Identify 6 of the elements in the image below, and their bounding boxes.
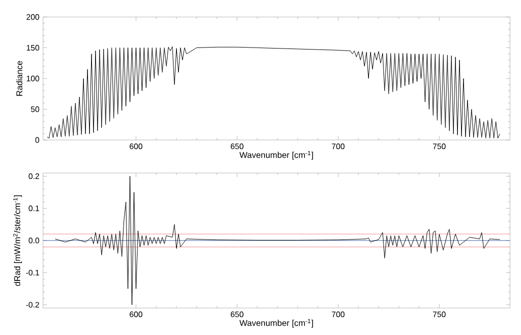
x-axis-title: Wavenumber [cm$^{-1}$] [239, 319, 313, 328]
line-series [54, 176, 500, 306]
line-series [46, 46, 500, 138]
y-axis-title: dRad [mW/m$^{2}$/ster/cm$^{-1}$] [13, 195, 22, 286]
y-axis-title: Radiance [16, 61, 22, 96]
x-axis-title: Wavenumber [cm$^{-1}$] [239, 151, 313, 160]
